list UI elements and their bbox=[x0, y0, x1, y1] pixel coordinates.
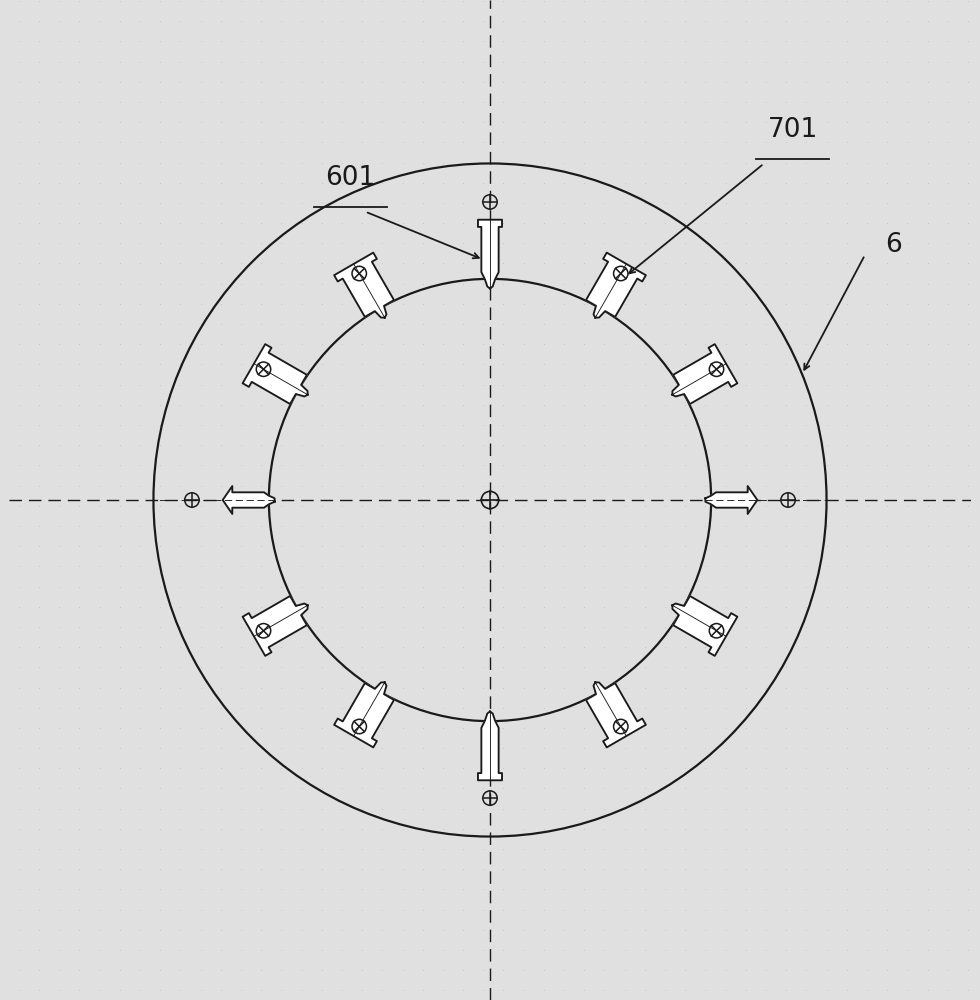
Polygon shape bbox=[243, 596, 308, 656]
Polygon shape bbox=[334, 682, 394, 747]
Polygon shape bbox=[672, 596, 737, 656]
Text: 6: 6 bbox=[886, 232, 903, 258]
Polygon shape bbox=[706, 486, 758, 514]
Polygon shape bbox=[334, 253, 394, 318]
Polygon shape bbox=[478, 712, 502, 780]
Polygon shape bbox=[222, 486, 274, 514]
Polygon shape bbox=[672, 344, 737, 404]
Text: 601: 601 bbox=[325, 165, 375, 191]
Text: 701: 701 bbox=[767, 117, 818, 143]
Polygon shape bbox=[478, 220, 502, 288]
Polygon shape bbox=[586, 682, 646, 747]
Polygon shape bbox=[586, 253, 646, 318]
Polygon shape bbox=[243, 344, 308, 404]
